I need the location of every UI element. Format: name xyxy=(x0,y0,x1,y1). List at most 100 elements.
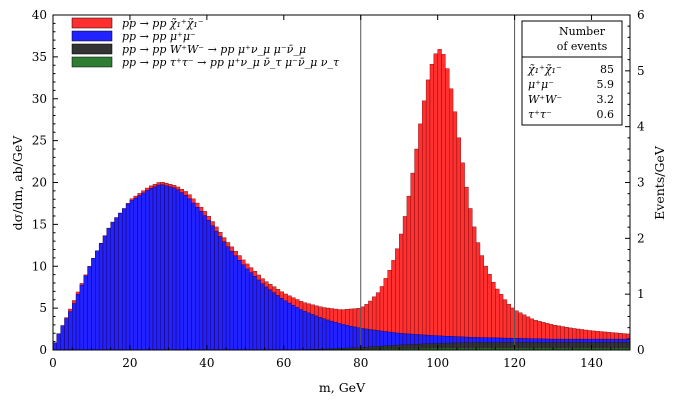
x-tick-label: 20 xyxy=(122,356,137,370)
bar-chargino xyxy=(445,68,450,351)
bar-chargino xyxy=(399,233,404,351)
bar-mumu xyxy=(79,284,84,351)
bar-mumu xyxy=(195,207,200,351)
bar-mumu xyxy=(333,322,338,351)
bar-mumu xyxy=(106,227,111,351)
bar-chargino xyxy=(422,100,427,351)
bar-mumu xyxy=(337,323,342,351)
bar-mumu xyxy=(137,195,142,351)
bar-mumu xyxy=(114,217,119,351)
bar-mumu xyxy=(352,326,358,351)
bar-mumu xyxy=(52,342,58,351)
bar-mumu xyxy=(210,225,215,351)
bar-mumu xyxy=(95,250,100,351)
legend: pp → pp χ̃₁⁺χ̃₁⁻pp → pp μ⁺μ⁻pp → pp W⁺W⁻… xyxy=(71,17,340,69)
table-row-label: μ⁺μ⁻ xyxy=(528,78,554,91)
bar-chargino xyxy=(418,123,423,351)
histogram-bars xyxy=(52,49,631,351)
x-axis: 0 20 40 60 80 100 120 140 xyxy=(49,15,631,370)
bar-mumu xyxy=(141,192,146,351)
table-row-value: 0.6 xyxy=(597,108,615,121)
table-row-value: 3.2 xyxy=(597,93,615,106)
bar-mumu xyxy=(214,230,219,351)
bar-mumu xyxy=(345,325,350,351)
legend-swatch xyxy=(71,43,113,55)
bar-mumu xyxy=(295,307,300,351)
y-tick-label: 25 xyxy=(32,134,47,148)
y-tick-label: 35 xyxy=(32,50,47,64)
bar-mumu xyxy=(279,298,285,351)
bar-mumu xyxy=(287,302,292,351)
bar-mumu xyxy=(237,260,242,351)
bar-mumu xyxy=(160,184,165,351)
x-tick-label: 140 xyxy=(580,356,603,370)
bar-mumu xyxy=(364,328,369,351)
legend-swatch xyxy=(71,17,113,29)
legend-label: pp → pp χ̃₁⁺χ̃₁⁻ xyxy=(122,17,204,30)
bar-chargino xyxy=(468,208,473,351)
bar-mumu xyxy=(291,304,296,351)
bar-mumu xyxy=(268,289,273,351)
bar-mumu xyxy=(229,251,234,351)
y-tick-label: 40 xyxy=(32,8,47,22)
legend-label: pp → pp τ⁺τ⁻ → pp μ⁺ν_μ ν̄_τ μ⁻ν̄_μ ν_τ xyxy=(122,56,340,69)
y2-tick-label: 5 xyxy=(637,64,645,78)
bar-chargino xyxy=(425,79,431,351)
bar-chargino xyxy=(464,186,469,351)
bar-mumu xyxy=(118,212,123,351)
bar-mumu xyxy=(175,189,181,351)
bar-mumu xyxy=(314,315,319,351)
table-row-value: 5.9 xyxy=(597,78,615,91)
table-row-label: τ⁺τ⁻ xyxy=(528,108,552,121)
y-tick-label: 5 xyxy=(39,301,47,315)
y2-axis-label: Events/GeV xyxy=(652,145,667,220)
bar-chargino xyxy=(437,49,442,351)
y2-tick-label: 1 xyxy=(637,287,645,301)
bar-mumu xyxy=(348,325,354,351)
bar-mumu xyxy=(145,190,150,351)
legend-label: pp → pp μ⁺μ⁻ xyxy=(122,30,196,43)
bar-mumu xyxy=(241,264,246,351)
y2-tick-label: 0 xyxy=(637,343,645,357)
bar-mumu xyxy=(152,186,158,351)
bar-mumu xyxy=(329,320,335,351)
bar-chargino xyxy=(402,216,408,351)
bar-mumu xyxy=(64,318,69,351)
y2-tick-label: 6 xyxy=(637,8,645,22)
bar-mumu xyxy=(133,197,138,351)
bar-mumu xyxy=(60,325,65,351)
bar-mumu xyxy=(356,327,361,351)
table-row-value: 85 xyxy=(600,63,614,76)
bar-mumu xyxy=(172,187,177,351)
bar-mumu xyxy=(272,292,277,351)
table-header: of events xyxy=(557,40,608,53)
bar-chargino xyxy=(472,226,477,351)
y-tick-label: 30 xyxy=(32,92,47,106)
bar-mumu xyxy=(252,276,258,351)
bar-mumu xyxy=(83,275,88,351)
bar-mumu xyxy=(275,295,281,351)
bar-mumu xyxy=(322,318,327,351)
bar-chargino xyxy=(406,195,411,351)
y-axis-right: 0 1 2 3 4 5 6 xyxy=(625,8,645,357)
bar-chargino xyxy=(479,255,485,351)
bar-mumu xyxy=(310,314,315,351)
bar-chargino xyxy=(433,53,438,351)
bar-mumu xyxy=(56,333,61,351)
bar-mumu xyxy=(72,303,77,351)
bar-mumu xyxy=(260,283,265,351)
bar-mumu xyxy=(325,319,331,351)
bar-mumu xyxy=(206,220,211,351)
mass-window-lines xyxy=(360,15,516,350)
bar-mumu xyxy=(302,311,308,351)
bar-chargino xyxy=(475,242,481,351)
bar-mumu xyxy=(198,211,204,351)
y-tick-label: 20 xyxy=(32,176,47,190)
x-tick-label: 0 xyxy=(49,356,57,370)
bar-chargino xyxy=(483,265,488,351)
bar-mumu xyxy=(168,186,173,351)
bar-mumu xyxy=(298,309,304,351)
bar-mumu xyxy=(183,195,188,351)
table-row-label: χ̃₁⁺χ̃₁⁻ xyxy=(527,63,562,76)
